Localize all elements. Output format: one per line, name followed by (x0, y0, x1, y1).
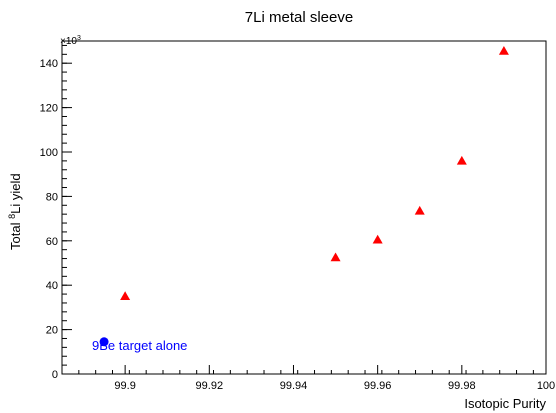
x-tick-label: 99.92 (196, 380, 224, 392)
data-point-triangle (120, 291, 131, 301)
chart-title: 7Li metal sleeve (245, 9, 353, 26)
y-multiplier-base: ×10 (60, 36, 77, 47)
y-tick-label: 0 (52, 369, 58, 381)
y-multiplier-exponent: 3 (77, 35, 81, 42)
data-point-triangle (372, 234, 383, 244)
y-axis: 0 20 40 60 80 100 120 140 (40, 44, 72, 381)
y-tick-label: 120 (40, 103, 58, 115)
x-axis-title: Isotopic Purity (464, 396, 546, 411)
x-tick-label: 99.94 (280, 380, 308, 392)
x-tick-label: 100 (537, 380, 555, 392)
y-axis-title-prefix: Total (8, 219, 23, 250)
x-tick-label: 99.96 (364, 380, 392, 392)
data-point-triangle (414, 205, 425, 215)
data-point-circle (99, 337, 109, 347)
y-tick-label: 100 (40, 147, 58, 159)
y-axis-title-suffix: Li yield (8, 173, 23, 213)
y-tick-label: 60 (46, 236, 58, 248)
y-axis-title: Total 8Li yield (7, 173, 23, 250)
x-tick-label: 99.98 (448, 380, 476, 392)
y-tick-label: 140 (40, 58, 58, 70)
y-tick-label: 40 (46, 280, 58, 292)
y-tick-label: 20 (46, 325, 58, 337)
y-axis-title-superscript: 8 (7, 214, 17, 219)
x-tick-label: 99.9 (114, 380, 135, 392)
plot-frame (61, 40, 547, 375)
x-axis: 99.9 99.92 99.94 99.96 99.98 100 (61, 365, 555, 392)
annotation-9be-target-alone: 9Be target alone (92, 338, 187, 353)
data-marks (99, 45, 509, 347)
y-tick-label: 80 (46, 191, 58, 203)
data-point-triangle (498, 45, 509, 55)
data-point-triangle (456, 155, 467, 165)
data-point-triangle (330, 252, 341, 262)
y-axis-multiplier: ×103 (60, 35, 81, 47)
